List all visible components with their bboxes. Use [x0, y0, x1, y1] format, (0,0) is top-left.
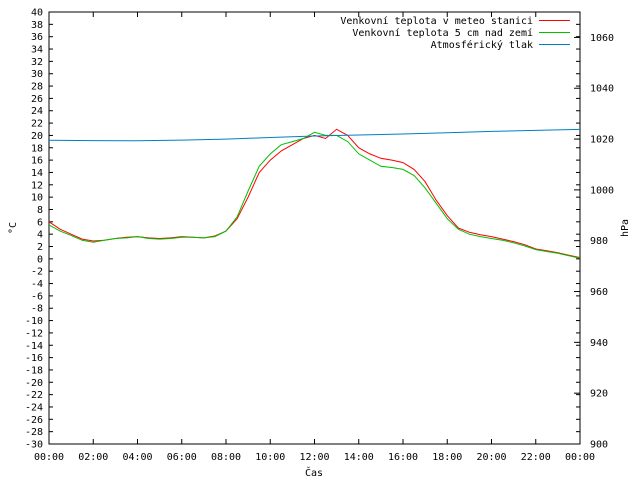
series-line [48, 131, 581, 259]
y-axis-label-right: hPa [620, 219, 631, 237]
y-axis-label-left: °C [8, 222, 19, 234]
y-tick-label-left: -28 [25, 427, 43, 438]
y-tick-label-right: 900 [590, 440, 608, 451]
y-tick-label-left: -20 [25, 378, 43, 389]
y-tick-label-left: -22 [25, 390, 43, 401]
y-tick-label-left: -4 [31, 279, 43, 290]
y-axis-right: 900 920 940 960 980 1000 1020 1040 1060 [574, 33, 614, 451]
y-tick-label-left: 4 [37, 230, 43, 241]
y-tick-label-right: 1020 [590, 135, 614, 146]
y-tick-label-left: 0 [37, 254, 43, 265]
y-tick-label-right: 1060 [590, 33, 614, 44]
y-tick-label-left: -12 [25, 328, 43, 339]
y-tick-label-left: 6 [37, 217, 43, 228]
x-tick-label: 08:00 [211, 452, 241, 463]
y-tick-label-left: 28 [31, 82, 43, 93]
x-axis-label: Čas [305, 466, 323, 479]
legend-label: Atmosférický tlak [431, 39, 533, 51]
y-tick-label-left: 32 [31, 57, 43, 68]
y-tick-label-left: 16 [31, 156, 43, 167]
y-tick-label-left: 26 [31, 94, 43, 105]
x-tick-label: 02:00 [78, 452, 108, 463]
series-lines [48, 128, 581, 259]
x-tick-label: 14:00 [344, 452, 374, 463]
x-tick-label: 04:00 [122, 452, 152, 463]
y-tick-label-left: 22 [31, 119, 43, 130]
y-tick-label-left: 30 [31, 69, 43, 80]
y-tick-label-left: 12 [31, 180, 43, 191]
y-tick-label-left: -18 [25, 365, 43, 376]
y-tick-label-right: 980 [590, 236, 608, 247]
y-tick-label-right: 940 [590, 338, 608, 349]
y-tick-label-left: 24 [31, 106, 43, 117]
y-tick-label-left: -10 [25, 316, 43, 327]
x-tick-label: 06:00 [167, 452, 197, 463]
y-tick-label-left: 10 [31, 193, 43, 204]
legend-label: Venkovní teplota v meteo stanici [340, 15, 533, 27]
series-line [48, 128, 581, 142]
y-tick-label-right: 1000 [590, 185, 614, 196]
y-tick-label-left: 2 [37, 242, 43, 253]
y-tick-label-left: -8 [31, 304, 43, 315]
x-tick-label: 22:00 [521, 452, 551, 463]
plot-frame [48, 11, 581, 445]
y-tick-label-left: -16 [25, 353, 43, 364]
y-tick-label-left: 20 [31, 131, 43, 142]
y-tick-label-right: 1040 [590, 84, 614, 95]
y-tick-label-left: -26 [25, 415, 43, 426]
y-tick-label-left: 34 [31, 45, 43, 56]
y-tick-label-left: -30 [25, 440, 43, 451]
y-tick-label-left: 38 [31, 20, 43, 31]
x-tick-label: 10:00 [255, 452, 285, 463]
x-axis: 00:00 02:00 04:00 06:00 08:00 10:00 12:00 14:00… [34, 12, 595, 463]
y-tick-label-left: -6 [31, 291, 43, 302]
legend: Venkovní teplota v meteo staniciVenkovní… [340, 15, 570, 51]
y-tick-label-left: 14 [31, 168, 43, 179]
y-tick-label-left: -24 [25, 402, 43, 413]
x-tick-label: 16:00 [388, 452, 418, 463]
series-line [48, 128, 581, 259]
y-tick-label-left: 40 [31, 8, 43, 19]
x-tick-label: 00:00 [34, 452, 64, 463]
y-tick-label-left: -14 [25, 341, 43, 352]
y-tick-label-left: -2 [31, 267, 43, 278]
y-tick-label-right: 920 [590, 389, 608, 400]
legend-label: Venkovní teplota 5 cm nad zemí [352, 27, 533, 39]
x-tick-label: 12:00 [299, 452, 329, 463]
y-axis-left: -30-28-26-24-22-20-18-16-14-12-10-8-6-4-… [25, 8, 580, 451]
y-tick-label-left: 18 [31, 143, 43, 154]
x-tick-label: 20:00 [476, 452, 506, 463]
y-tick-label-right: 960 [590, 287, 608, 298]
x-tick-label: 00:00 [565, 452, 595, 463]
y-tick-label-left: 8 [37, 205, 43, 216]
y-tick-label-left: 36 [31, 32, 43, 43]
x-tick-label: 18:00 [432, 452, 462, 463]
